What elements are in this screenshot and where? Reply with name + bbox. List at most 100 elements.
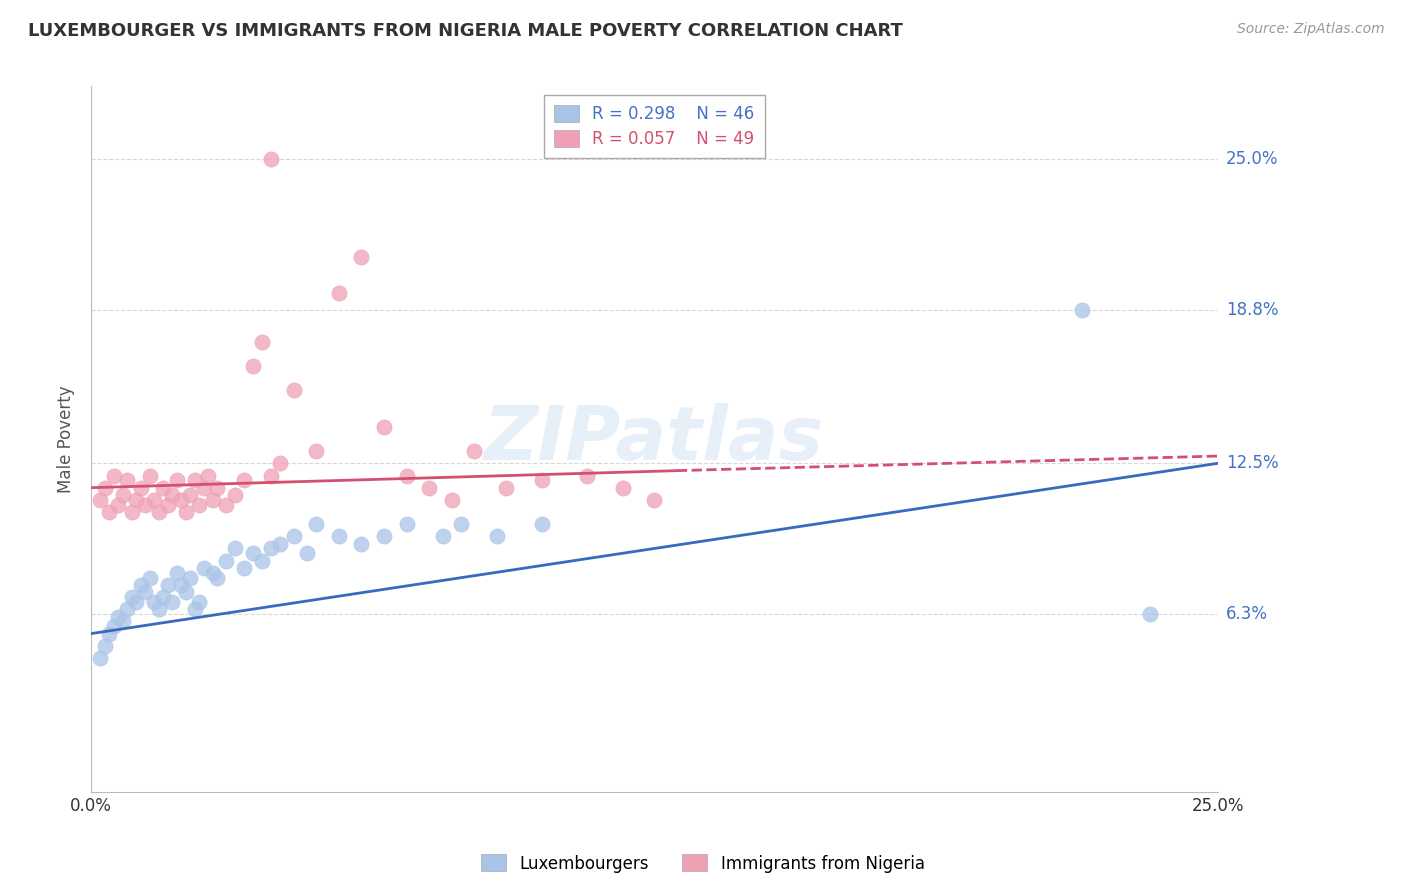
Point bbox=[305, 517, 328, 532]
Point bbox=[184, 602, 207, 616]
Point bbox=[111, 615, 134, 629]
Point bbox=[395, 468, 418, 483]
Point bbox=[179, 488, 201, 502]
Point bbox=[152, 481, 174, 495]
Point bbox=[184, 474, 207, 488]
Point bbox=[233, 474, 256, 488]
Point bbox=[107, 609, 129, 624]
Point bbox=[125, 595, 148, 609]
Point bbox=[89, 492, 111, 507]
Text: ZIPatlas: ZIPatlas bbox=[484, 402, 824, 475]
Point bbox=[207, 571, 229, 585]
Point bbox=[224, 541, 246, 556]
Point bbox=[170, 492, 193, 507]
Legend: Luxembourgers, Immigrants from Nigeria: Luxembourgers, Immigrants from Nigeria bbox=[475, 847, 931, 880]
Point bbox=[450, 517, 472, 532]
Point bbox=[495, 481, 517, 495]
Point bbox=[252, 334, 274, 349]
Point bbox=[297, 546, 319, 560]
Point bbox=[143, 492, 166, 507]
Text: 18.8%: 18.8% bbox=[1226, 301, 1278, 319]
Point bbox=[224, 488, 246, 502]
Point bbox=[134, 498, 156, 512]
Point bbox=[530, 517, 553, 532]
Point bbox=[103, 619, 125, 633]
Point bbox=[115, 474, 138, 488]
Point bbox=[174, 585, 197, 599]
Point bbox=[283, 529, 305, 543]
Point bbox=[166, 474, 188, 488]
Point bbox=[188, 498, 211, 512]
Point bbox=[207, 481, 229, 495]
Point bbox=[432, 529, 454, 543]
Point bbox=[193, 561, 215, 575]
Point bbox=[162, 595, 184, 609]
Point bbox=[156, 578, 179, 592]
Point bbox=[260, 153, 283, 167]
Point bbox=[111, 488, 134, 502]
Point bbox=[93, 639, 115, 653]
Legend: R = 0.298    N = 46, R = 0.057    N = 49: R = 0.298 N = 46, R = 0.057 N = 49 bbox=[544, 95, 765, 158]
Y-axis label: Male Poverty: Male Poverty bbox=[58, 385, 75, 493]
Point bbox=[148, 602, 170, 616]
Point bbox=[121, 590, 143, 604]
Point bbox=[98, 505, 121, 519]
Text: 25.0%: 25.0% bbox=[1226, 151, 1278, 169]
Point bbox=[269, 536, 291, 550]
Text: 12.5%: 12.5% bbox=[1226, 454, 1278, 473]
Point bbox=[134, 585, 156, 599]
Point bbox=[197, 468, 219, 483]
Point bbox=[201, 566, 224, 580]
Point bbox=[350, 250, 373, 264]
Point bbox=[215, 554, 238, 568]
Point bbox=[215, 498, 238, 512]
Point bbox=[174, 505, 197, 519]
Point bbox=[373, 420, 395, 434]
Point bbox=[156, 498, 179, 512]
Point bbox=[643, 492, 665, 507]
Point bbox=[260, 468, 283, 483]
Point bbox=[242, 546, 264, 560]
Point bbox=[440, 492, 463, 507]
Point bbox=[121, 505, 143, 519]
Point bbox=[201, 492, 224, 507]
Point bbox=[93, 481, 115, 495]
Point bbox=[107, 498, 129, 512]
Point bbox=[328, 529, 350, 543]
Point bbox=[103, 468, 125, 483]
Point bbox=[148, 505, 170, 519]
Point bbox=[612, 481, 634, 495]
Point bbox=[138, 468, 160, 483]
Point bbox=[530, 474, 553, 488]
Point bbox=[1071, 303, 1094, 318]
Text: 6.3%: 6.3% bbox=[1226, 605, 1268, 624]
Point bbox=[575, 468, 598, 483]
Text: Source: ZipAtlas.com: Source: ZipAtlas.com bbox=[1237, 22, 1385, 37]
Point bbox=[166, 566, 188, 580]
Point bbox=[179, 571, 201, 585]
Point bbox=[188, 595, 211, 609]
Point bbox=[260, 541, 283, 556]
Point bbox=[233, 561, 256, 575]
Point bbox=[485, 529, 508, 543]
Point bbox=[1139, 607, 1161, 622]
Point bbox=[129, 481, 152, 495]
Point bbox=[305, 444, 328, 458]
Point bbox=[193, 481, 215, 495]
Point bbox=[373, 529, 395, 543]
Point bbox=[418, 481, 440, 495]
Point bbox=[395, 517, 418, 532]
Point bbox=[89, 651, 111, 665]
Point bbox=[138, 571, 160, 585]
Text: LUXEMBOURGER VS IMMIGRANTS FROM NIGERIA MALE POVERTY CORRELATION CHART: LUXEMBOURGER VS IMMIGRANTS FROM NIGERIA … bbox=[28, 22, 903, 40]
Point bbox=[115, 602, 138, 616]
Point bbox=[98, 626, 121, 640]
Point bbox=[328, 286, 350, 301]
Point bbox=[152, 590, 174, 604]
Point bbox=[242, 359, 264, 373]
Point bbox=[252, 554, 274, 568]
Point bbox=[269, 456, 291, 470]
Point bbox=[350, 536, 373, 550]
Point bbox=[125, 492, 148, 507]
Point bbox=[463, 444, 485, 458]
